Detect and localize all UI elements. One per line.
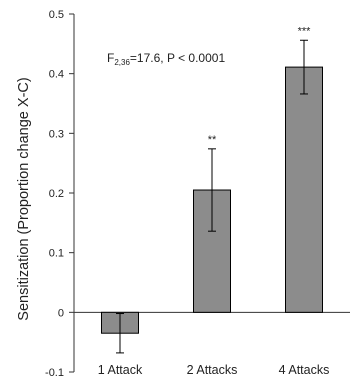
y-axis-title: Sensitization (Proportion change X-C) — [16, 77, 32, 320]
y-tick-label: -0.1 — [45, 367, 64, 379]
significance-label: *** — [298, 25, 312, 37]
stat-annotation-text: =17.6, P < 0.0001 — [130, 51, 226, 65]
stat-annotation-prefix: F — [107, 51, 114, 65]
x-tick-label: 2 Attacks — [187, 363, 238, 377]
stat-annotation: F2,36=17.6, P < 0.0001 — [107, 51, 225, 67]
y-tick-label: 0.4 — [49, 69, 64, 81]
significance-label: ** — [208, 134, 217, 146]
bar — [285, 66, 323, 313]
y-tick-label: 0 — [58, 307, 64, 319]
y-tick-label: 0.3 — [49, 128, 64, 140]
stat-annotation-subscript: 2,36 — [114, 58, 130, 67]
x-tick-label: 1 Attack — [98, 363, 143, 377]
y-tick-label: 0.1 — [49, 248, 64, 260]
x-tick-label: 4 Attacks — [279, 363, 330, 377]
y-tick-label: 0.2 — [49, 188, 64, 200]
y-tick-label: 0.5 — [49, 9, 64, 21]
